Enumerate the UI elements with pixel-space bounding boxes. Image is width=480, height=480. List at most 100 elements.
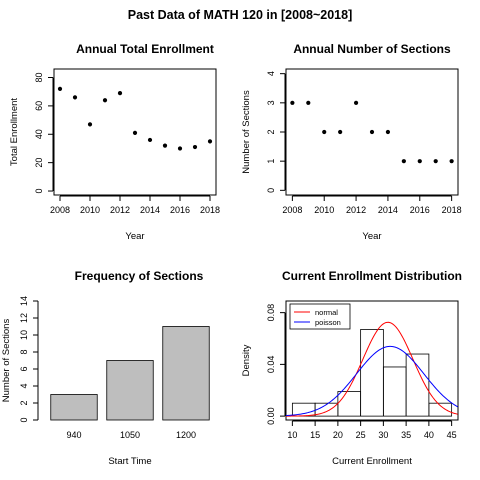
bar (50, 394, 98, 421)
x-tick-label: 2012 (346, 205, 366, 215)
y-tick-label: 4 (266, 71, 276, 76)
x-tick-label: 2010 (80, 205, 100, 215)
panel-annual-number-of-sections: Annual Number of Sections Year Number of S… (241, 42, 462, 242)
x-tick-label: 40 (424, 430, 434, 440)
figure-title: Past Data of MATH 120 in [2008~2018] (128, 8, 353, 22)
x-tick-label: 2018 (442, 205, 462, 215)
data-point (369, 129, 375, 135)
x-tick-label: 2014 (378, 205, 398, 215)
data-point (102, 98, 108, 103)
x-axis-label: Year (125, 231, 144, 242)
data-point (207, 139, 213, 144)
x-tick-label: 940 (66, 430, 81, 440)
y-tick-label: 60 (34, 101, 44, 111)
y-axis-label: Density (241, 344, 252, 376)
data-point (449, 159, 454, 164)
density-curve-normal (285, 321, 458, 417)
bar (106, 360, 154, 421)
histogram-bar (291, 402, 316, 417)
y-tick-label: 0 (266, 188, 276, 193)
panel-frequency-of-sections: Frequency of Sections Start Time Number of… (1, 269, 210, 467)
data-point (338, 129, 343, 135)
x-tick-label: 2008 (282, 205, 302, 215)
x-tick-label: 1200 (176, 430, 196, 440)
data-point (147, 137, 153, 143)
x-tick-label: 10 (287, 430, 297, 440)
data-point (401, 159, 406, 164)
y-tick-label: 10 (19, 330, 29, 340)
data-point (322, 129, 327, 135)
histogram-bar (382, 366, 407, 417)
data-point (132, 130, 138, 135)
y-axis-label: Number of Sections (241, 90, 252, 174)
legend-label: normal (315, 308, 338, 317)
chart-title: Frequency of Sections (75, 269, 204, 283)
data-point (385, 129, 391, 135)
data-point (353, 100, 359, 105)
chart-title: Annual Total Enrollment (76, 42, 214, 56)
y-tick-label: 12 (19, 313, 29, 323)
y-tick-label: 0.08 (266, 304, 276, 322)
data-point (87, 122, 93, 127)
x-tick-label: 1050 (120, 430, 140, 440)
bar (162, 326, 210, 421)
data-point (433, 159, 438, 164)
x-tick-label: 2016 (410, 205, 430, 215)
histogram-bar (405, 353, 430, 417)
x-tick-label: 25 (356, 430, 366, 440)
panel-current-enrollment-distribution: Current Enrollment Distribution Current E… (241, 269, 462, 467)
y-tick-label: 1 (266, 159, 276, 164)
y-axis-label: Number of Sections (1, 319, 12, 403)
x-tick-label: 2016 (170, 205, 190, 215)
histogram-bar (337, 391, 362, 417)
y-tick-label: 2 (266, 129, 276, 134)
data-point (417, 159, 422, 164)
data-point (72, 95, 78, 100)
y-tick-label: 2 (19, 400, 29, 405)
panel-annual-total-enrollment: Annual Total Enrollment Year Total Enrollm… (9, 42, 220, 242)
y-tick-label: 20 (34, 158, 44, 168)
x-tick-label: 35 (401, 430, 411, 440)
x-tick-label: 45 (447, 430, 457, 440)
data-point (290, 100, 295, 105)
chart-title: Annual Number of Sections (293, 42, 451, 56)
y-tick-label: 80 (34, 73, 44, 83)
x-axis-label: Year (362, 231, 381, 242)
x-tick-label: 15 (310, 430, 320, 440)
x-tick-label: 2010 (314, 205, 334, 215)
data-point (57, 86, 63, 91)
chart-title: Current Enrollment Distribution (282, 269, 462, 283)
y-tick-label: 14 (19, 296, 29, 306)
data-point (192, 144, 198, 150)
y-tick-label: 0 (19, 417, 29, 422)
y-tick-label: 40 (34, 129, 44, 139)
x-tick-label: 2012 (110, 205, 130, 215)
y-tick-label: 0.00 (266, 407, 276, 425)
histogram-bar (428, 402, 453, 417)
y-tick-label: 4 (19, 383, 29, 388)
data-point (117, 91, 123, 96)
plot-frame (285, 300, 459, 421)
x-tick-label: 2008 (50, 205, 70, 215)
plot-frame (285, 68, 459, 196)
x-tick-label: 2014 (140, 205, 160, 215)
data-point (177, 146, 183, 151)
x-axis-label: Start Time (108, 456, 151, 467)
x-tick-label: 20 (333, 430, 343, 440)
plot-frame (53, 68, 217, 196)
legend-box (289, 303, 351, 330)
y-tick-label: 0 (34, 189, 44, 194)
y-tick-label: 8 (19, 349, 29, 354)
x-tick-label: 2018 (200, 205, 220, 215)
histogram-bar (360, 329, 384, 417)
data-point (306, 100, 311, 105)
density-curve-poisson (285, 345, 459, 417)
data-point (162, 143, 168, 148)
x-axis-label: Current Enrollment (332, 456, 412, 467)
y-axis-label: Total Enrollment (9, 98, 20, 166)
y-tick-label: 0.04 (266, 356, 276, 374)
x-tick-label: 30 (378, 430, 388, 440)
y-tick-label: 6 (19, 366, 29, 371)
legend-label: poisson (315, 318, 341, 327)
